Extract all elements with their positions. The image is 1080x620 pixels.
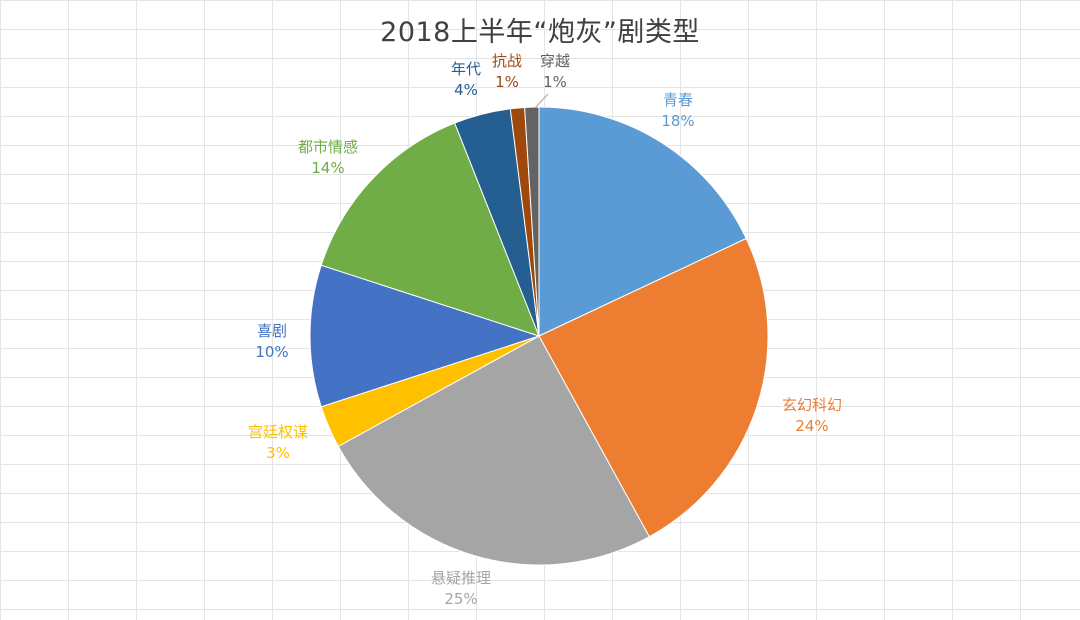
data-label-name-2: 玄幻科幻 xyxy=(782,396,842,414)
data-label-value-6: 14% xyxy=(311,159,344,177)
pie-slice-9 xyxy=(524,106,540,337)
data-label-name-7: 年代 xyxy=(451,60,481,78)
pie-slice-2 xyxy=(538,237,769,538)
pie-slice-3 xyxy=(337,335,650,566)
data-label-value-9: 1% xyxy=(543,73,567,91)
data-label-name-4: 宫廷权谋 xyxy=(248,423,308,441)
data-label-name-8: 抗战 xyxy=(492,52,522,70)
data-label-name-3: 悬疑推理 xyxy=(431,569,491,587)
data-label-value-7: 4% xyxy=(454,81,478,99)
data-label-name-6: 都市情感 xyxy=(298,138,358,156)
data-label-value-2: 24% xyxy=(795,417,828,435)
data-label-name-5: 喜剧 xyxy=(257,322,287,340)
data-label-value-5: 10% xyxy=(255,343,288,361)
chart-title: 2018上半年“炮灰”剧类型 xyxy=(380,17,700,48)
data-label-name-9: 穿越 xyxy=(540,52,570,70)
pie-slice-1 xyxy=(538,106,747,337)
data-label-value-1: 18% xyxy=(661,112,694,130)
pie-slice-5 xyxy=(309,264,541,408)
leader-line-chuanyue xyxy=(534,93,549,109)
data-label-value-8: 1% xyxy=(495,73,519,91)
data-label-name-1: 青春 xyxy=(663,91,693,109)
data-label-value-3: 25% xyxy=(444,590,477,608)
pie-slice-6 xyxy=(320,122,540,337)
data-label-value-4: 3% xyxy=(266,444,290,462)
